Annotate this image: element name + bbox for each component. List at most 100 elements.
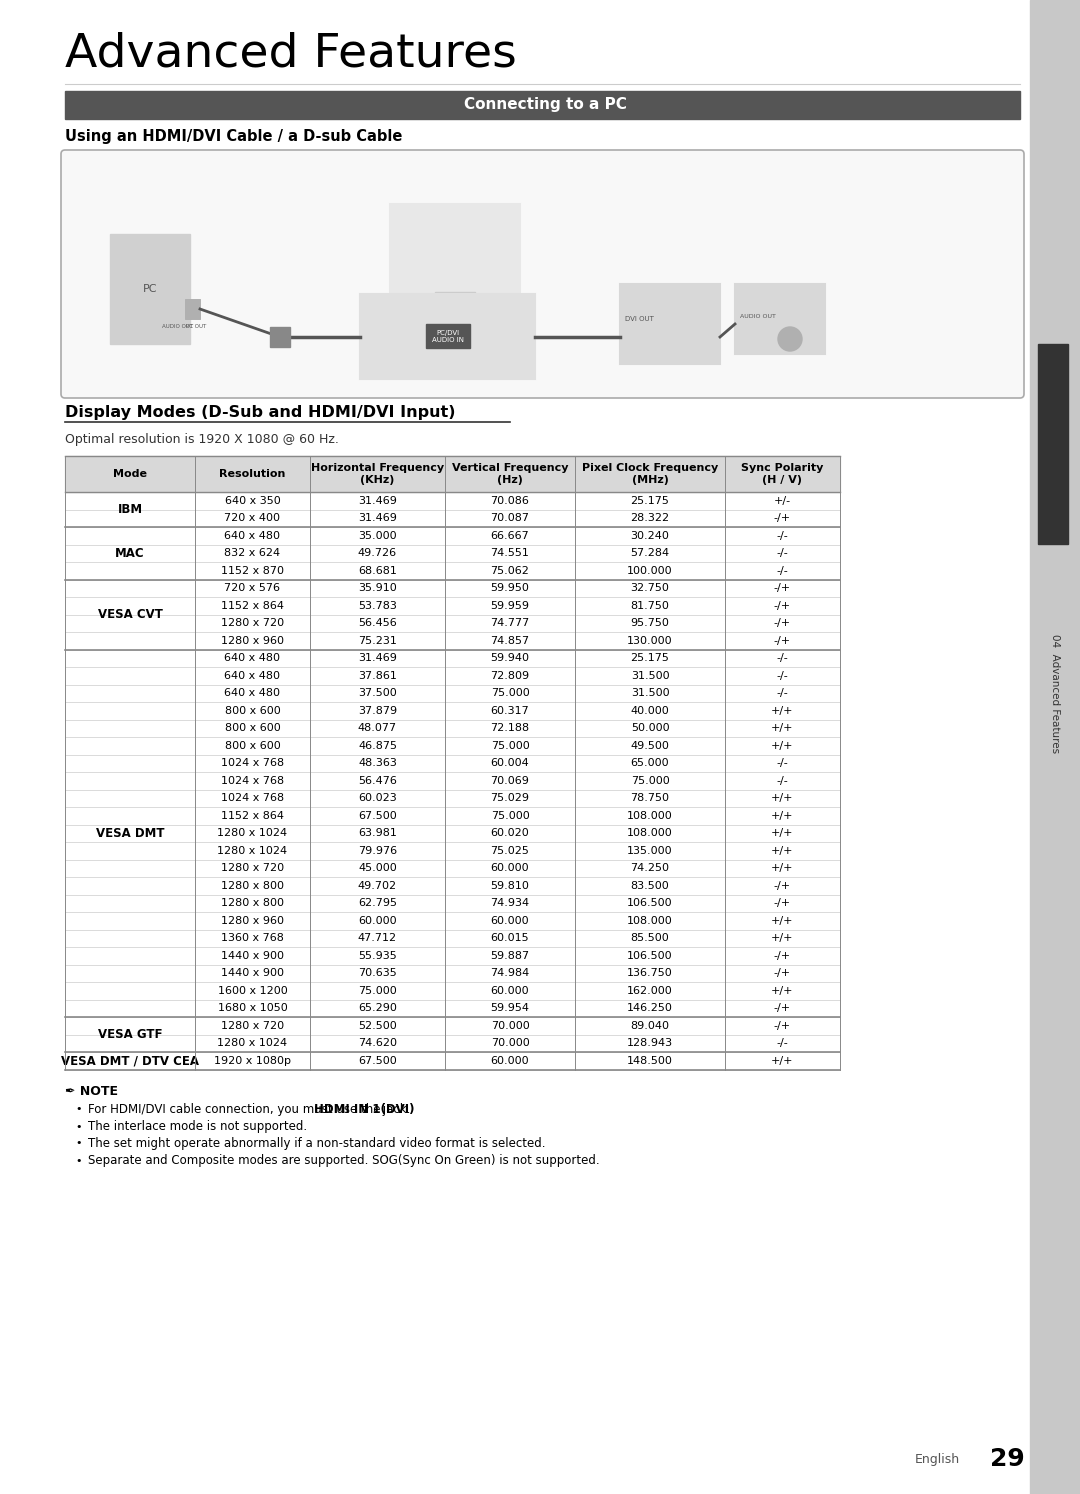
Text: IBM: IBM: [118, 503, 143, 515]
Text: 70.000: 70.000: [490, 1020, 529, 1031]
Text: +/+: +/+: [771, 828, 794, 838]
Bar: [65, 614, 840, 632]
Text: +/-: +/-: [774, 496, 791, 506]
Text: 59.887: 59.887: [490, 950, 529, 961]
Bar: [1038, 344, 1068, 544]
Text: 95.750: 95.750: [631, 619, 670, 629]
Text: 640 x 480: 640 x 480: [225, 530, 281, 541]
Text: -/+: -/+: [774, 950, 791, 961]
Text: 60.000: 60.000: [359, 916, 396, 926]
Bar: [65, 544, 840, 562]
Text: DVI OUT: DVI OUT: [625, 317, 653, 323]
Text: Optimal resolution is 1920 X 1080 @ 60 Hz.: Optimal resolution is 1920 X 1080 @ 60 H…: [65, 432, 339, 445]
Text: PC: PC: [143, 284, 158, 294]
Text: 74.620: 74.620: [357, 1038, 397, 1049]
Text: 52.500: 52.500: [359, 1020, 396, 1031]
Bar: [65, 807, 840, 825]
Text: 57.284: 57.284: [631, 548, 670, 559]
Text: 04  Advanced Features: 04 Advanced Features: [1050, 635, 1059, 753]
Text: The interlace mode is not supported.: The interlace mode is not supported.: [87, 1120, 307, 1132]
Text: 100.000: 100.000: [627, 566, 673, 575]
Text: -/-: -/-: [777, 689, 788, 698]
Text: -/+: -/+: [774, 514, 791, 523]
Text: 50.000: 50.000: [631, 723, 670, 734]
Text: 1360 x 768: 1360 x 768: [221, 934, 284, 943]
Text: 59.940: 59.940: [490, 653, 529, 663]
Text: 1920 x 1080p: 1920 x 1080p: [214, 1056, 291, 1065]
Text: 108.000: 108.000: [627, 828, 673, 838]
Text: 1280 x 720: 1280 x 720: [221, 619, 284, 629]
Bar: [65, 580, 840, 598]
Text: 1024 x 768: 1024 x 768: [221, 793, 284, 804]
Text: VESA CVT: VESA CVT: [97, 608, 162, 622]
Text: •: •: [75, 1122, 81, 1131]
Text: 1680 x 1050: 1680 x 1050: [218, 1004, 287, 1013]
Text: Advanced Features: Advanced Features: [65, 31, 516, 76]
Text: 81.750: 81.750: [631, 601, 670, 611]
Text: 75.000: 75.000: [490, 689, 529, 698]
Text: 720 x 400: 720 x 400: [225, 514, 281, 523]
Text: 59.810: 59.810: [490, 881, 529, 890]
Text: 48.077: 48.077: [357, 723, 397, 734]
Bar: [65, 895, 840, 911]
Text: 1280 x 1024: 1280 x 1024: [217, 1038, 287, 1049]
Text: 56.476: 56.476: [359, 775, 397, 786]
Text: MAC: MAC: [116, 547, 145, 560]
Text: 32.750: 32.750: [631, 583, 670, 593]
Bar: [65, 527, 840, 544]
Bar: [360, 294, 535, 379]
Text: 1440 x 900: 1440 x 900: [221, 968, 284, 979]
Bar: [65, 965, 840, 982]
Text: 60.023: 60.023: [359, 793, 396, 804]
Text: 72.188: 72.188: [490, 723, 529, 734]
Text: 31.469: 31.469: [359, 496, 397, 506]
Text: 800 x 600: 800 x 600: [225, 723, 281, 734]
Text: 832 x 624: 832 x 624: [225, 548, 281, 559]
Text: 1280 x 960: 1280 x 960: [221, 636, 284, 645]
Text: 49.500: 49.500: [631, 741, 670, 751]
Text: 74.551: 74.551: [490, 548, 529, 559]
Circle shape: [778, 327, 802, 351]
Text: +/+: +/+: [771, 916, 794, 926]
Text: +/+: +/+: [771, 741, 794, 751]
Text: -/-: -/-: [777, 759, 788, 768]
Bar: [65, 843, 840, 859]
Text: 60.317: 60.317: [490, 705, 529, 716]
Bar: [65, 947, 840, 965]
Text: 49.726: 49.726: [357, 548, 397, 559]
Text: 31.469: 31.469: [359, 653, 397, 663]
Text: +/+: +/+: [771, 705, 794, 716]
Text: -/+: -/+: [774, 619, 791, 629]
Text: -/+: -/+: [774, 601, 791, 611]
Text: 146.250: 146.250: [627, 1004, 673, 1013]
Text: +/+: +/+: [771, 793, 794, 804]
Text: 720 x 576: 720 x 576: [225, 583, 281, 593]
Bar: [65, 562, 840, 580]
Text: For HDMI/DVI cable connection, you must use the: For HDMI/DVI cable connection, you must …: [87, 1103, 384, 1116]
Text: 1440 x 900: 1440 x 900: [221, 950, 284, 961]
Text: 800 x 600: 800 x 600: [225, 705, 281, 716]
Text: -/+: -/+: [774, 1020, 791, 1031]
Text: 72.809: 72.809: [490, 671, 529, 681]
Bar: [65, 911, 840, 929]
Text: 85.500: 85.500: [631, 934, 670, 943]
Text: 1152 x 864: 1152 x 864: [221, 601, 284, 611]
Bar: [65, 492, 840, 509]
Text: 67.500: 67.500: [359, 811, 396, 820]
Text: AUDIO OUT: AUDIO OUT: [162, 324, 193, 329]
Text: Connecting to a PC: Connecting to a PC: [463, 97, 626, 112]
Text: 49.702: 49.702: [357, 881, 397, 890]
Bar: [270, 327, 291, 347]
Text: +/+: +/+: [771, 1056, 794, 1065]
Text: Resolution: Resolution: [219, 469, 286, 480]
Bar: [65, 982, 840, 999]
Bar: [65, 720, 840, 737]
Text: 1024 x 768: 1024 x 768: [221, 759, 284, 768]
Text: 162.000: 162.000: [627, 986, 673, 995]
Text: Pixel Clock Frequency
(MHz): Pixel Clock Frequency (MHz): [582, 463, 718, 484]
Text: -/+: -/+: [774, 968, 791, 979]
Text: +/+: +/+: [771, 723, 794, 734]
Text: +/+: +/+: [771, 846, 794, 856]
Text: 65.290: 65.290: [359, 1004, 397, 1013]
Text: -/-: -/-: [777, 1038, 788, 1049]
